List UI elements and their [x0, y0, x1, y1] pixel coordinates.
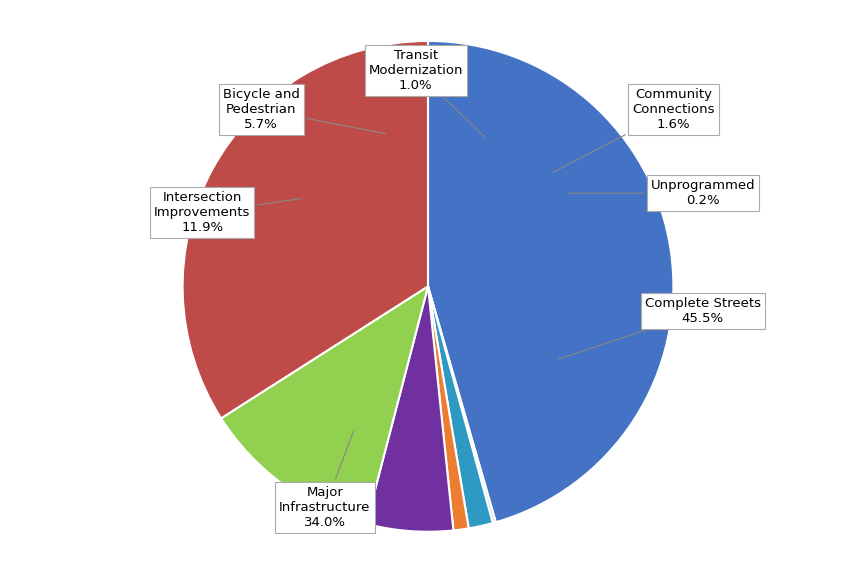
Wedge shape: [428, 287, 493, 528]
Text: Community
Connections
1.6%: Community Connections 1.6%: [553, 88, 715, 172]
Text: Major
Infrastructure
34.0%: Major Infrastructure 34.0%: [279, 431, 371, 529]
Text: Bicycle and
Pedestrian
5.7%: Bicycle and Pedestrian 5.7%: [223, 88, 386, 134]
Wedge shape: [428, 287, 496, 523]
Wedge shape: [428, 287, 469, 531]
Text: Unprogrammed
0.2%: Unprogrammed 0.2%: [568, 179, 755, 207]
Text: Complete Streets
45.5%: Complete Streets 45.5%: [558, 297, 761, 359]
Wedge shape: [221, 287, 428, 524]
Wedge shape: [182, 41, 428, 418]
Text: Transit
Modernization
1.0%: Transit Modernization 1.0%: [368, 49, 484, 137]
Wedge shape: [366, 287, 454, 532]
Wedge shape: [428, 41, 674, 522]
Text: Intersection
Improvements
11.9%: Intersection Improvements 11.9%: [154, 191, 302, 234]
